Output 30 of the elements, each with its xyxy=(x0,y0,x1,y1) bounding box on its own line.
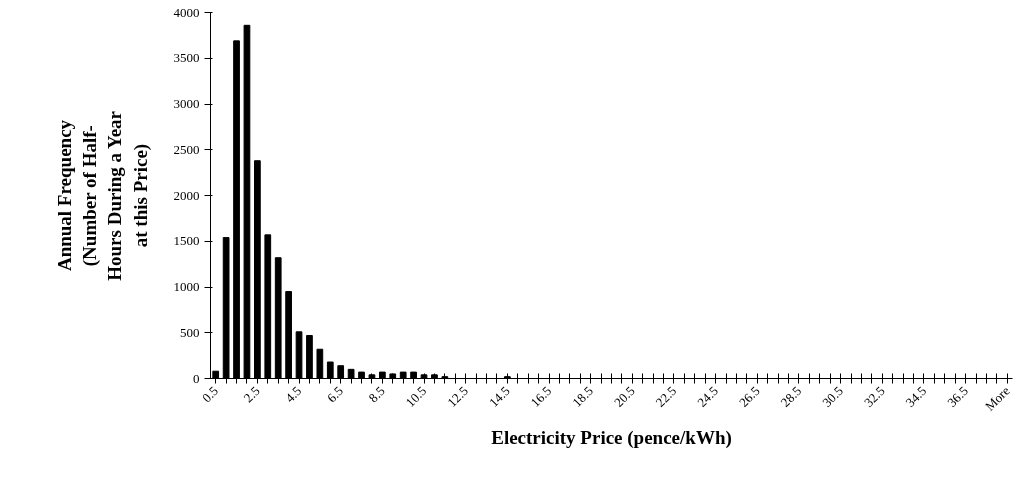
x-tick-label: 14.5 xyxy=(485,383,513,410)
x-tick-label: 34.5 xyxy=(902,383,930,410)
x-tick-label: 16.5 xyxy=(527,383,555,410)
x-tick-label: 18.5 xyxy=(569,383,596,410)
x-tick-label: 6.5 xyxy=(323,383,346,406)
y-tick-label: 3000 xyxy=(173,96,200,111)
y-tick-label: 500 xyxy=(180,324,200,340)
x-tick-label: 24.5 xyxy=(694,383,721,410)
x-axis-title: Electricity Price (pence/kWh) xyxy=(491,427,732,450)
x-tick-label: 20.5 xyxy=(610,383,638,410)
y-tick-label: 2000 xyxy=(173,187,200,203)
x-tick-label: 2.5 xyxy=(240,383,263,406)
y-axis-title: Annual Frequency (Number of Half- Hours During a Year at this Price) xyxy=(53,110,152,281)
x-tick-label: 26.5 xyxy=(735,383,763,410)
x-tick-label: 32.5 xyxy=(860,383,888,410)
y-tick-label: 3500 xyxy=(173,50,200,66)
x-tick-label: 30.5 xyxy=(819,383,846,410)
x-tick-label: 28.5 xyxy=(777,383,805,410)
x-tick-label: 4.5 xyxy=(282,383,305,406)
x-tick-label: 12.5 xyxy=(444,383,471,410)
x-tick-label: 0.5 xyxy=(198,383,222,406)
x-tick-label: 10.5 xyxy=(402,383,430,410)
y-tick-label: 1000 xyxy=(173,279,200,294)
y-tick-label: 2500 xyxy=(173,141,200,157)
x-tick-label: 36.5 xyxy=(944,383,971,410)
y-tick-label: 1500 xyxy=(173,233,200,249)
y-tick-label: 0 xyxy=(193,370,200,386)
x-tick-label: 22.5 xyxy=(652,383,680,410)
x-tick-label: 8.5 xyxy=(365,383,388,406)
y-tick-label: 4000 xyxy=(173,4,200,20)
